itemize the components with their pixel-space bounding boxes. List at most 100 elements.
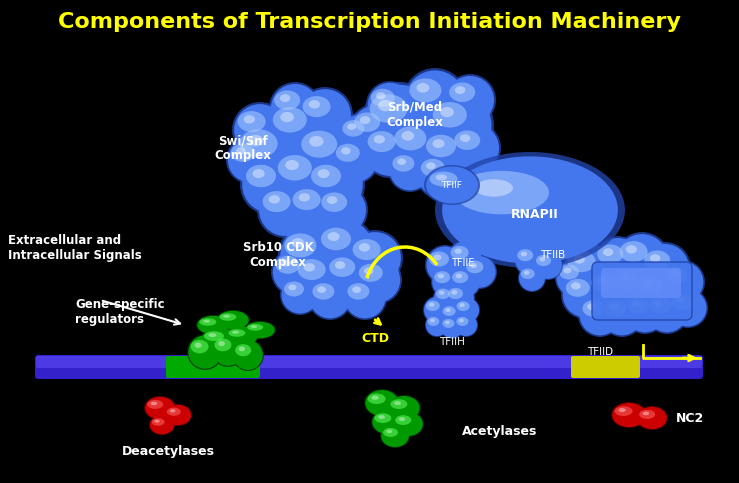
Ellipse shape	[524, 270, 529, 275]
Ellipse shape	[154, 420, 160, 423]
Ellipse shape	[362, 82, 438, 158]
Ellipse shape	[212, 334, 244, 366]
Ellipse shape	[144, 396, 176, 420]
Ellipse shape	[321, 192, 347, 212]
Ellipse shape	[454, 313, 478, 337]
Ellipse shape	[425, 313, 449, 337]
Ellipse shape	[271, 248, 319, 296]
Ellipse shape	[534, 251, 562, 279]
Ellipse shape	[434, 285, 460, 311]
Text: CTD: CTD	[361, 331, 389, 344]
Ellipse shape	[566, 279, 590, 297]
Ellipse shape	[364, 124, 416, 176]
Ellipse shape	[611, 402, 647, 428]
Ellipse shape	[455, 314, 477, 336]
Ellipse shape	[619, 241, 647, 262]
Ellipse shape	[226, 327, 258, 345]
Ellipse shape	[308, 276, 352, 320]
Ellipse shape	[443, 319, 454, 328]
Ellipse shape	[619, 408, 626, 412]
Ellipse shape	[533, 250, 563, 280]
Ellipse shape	[514, 244, 546, 276]
Ellipse shape	[426, 91, 494, 159]
Ellipse shape	[563, 268, 571, 273]
Ellipse shape	[424, 297, 450, 323]
Text: Srb/Med
Complex: Srb/Med Complex	[386, 101, 443, 129]
Ellipse shape	[452, 290, 457, 295]
Ellipse shape	[445, 283, 475, 313]
Ellipse shape	[423, 296, 451, 324]
Ellipse shape	[343, 276, 387, 320]
Ellipse shape	[305, 155, 365, 215]
Ellipse shape	[638, 276, 663, 294]
Ellipse shape	[321, 228, 351, 250]
Ellipse shape	[191, 340, 208, 354]
Ellipse shape	[200, 327, 240, 353]
Ellipse shape	[273, 146, 336, 210]
FancyBboxPatch shape	[601, 268, 681, 298]
Ellipse shape	[395, 415, 411, 425]
Ellipse shape	[299, 89, 351, 141]
Ellipse shape	[445, 321, 450, 324]
Ellipse shape	[563, 273, 607, 317]
Ellipse shape	[342, 120, 364, 137]
Text: TFIIH: TFIIH	[439, 337, 465, 347]
Ellipse shape	[378, 415, 385, 419]
Ellipse shape	[448, 288, 463, 299]
Ellipse shape	[433, 102, 467, 128]
Ellipse shape	[292, 250, 348, 306]
Ellipse shape	[245, 322, 275, 338]
FancyBboxPatch shape	[166, 356, 260, 378]
Ellipse shape	[327, 196, 337, 204]
Ellipse shape	[429, 171, 457, 186]
Ellipse shape	[211, 333, 245, 367]
Ellipse shape	[521, 252, 527, 256]
Ellipse shape	[429, 252, 449, 267]
Ellipse shape	[388, 148, 432, 192]
Ellipse shape	[273, 250, 317, 294]
Ellipse shape	[521, 269, 535, 279]
Ellipse shape	[627, 297, 650, 313]
Ellipse shape	[573, 255, 585, 264]
Ellipse shape	[433, 284, 461, 312]
Ellipse shape	[463, 255, 497, 289]
Ellipse shape	[370, 94, 408, 123]
Ellipse shape	[232, 117, 308, 193]
Ellipse shape	[389, 150, 430, 190]
Ellipse shape	[426, 162, 436, 170]
Ellipse shape	[435, 152, 625, 268]
Ellipse shape	[239, 346, 245, 351]
Ellipse shape	[437, 273, 444, 278]
Text: NC2: NC2	[676, 412, 704, 425]
Ellipse shape	[359, 264, 383, 282]
Ellipse shape	[365, 85, 435, 155]
Ellipse shape	[427, 317, 440, 326]
Ellipse shape	[274, 90, 300, 110]
Ellipse shape	[665, 267, 687, 284]
Ellipse shape	[234, 340, 263, 370]
Ellipse shape	[149, 415, 175, 435]
Ellipse shape	[151, 418, 165, 426]
Ellipse shape	[284, 282, 304, 297]
Ellipse shape	[355, 258, 401, 302]
Ellipse shape	[387, 395, 421, 421]
Ellipse shape	[239, 129, 278, 158]
Ellipse shape	[266, 96, 334, 164]
Ellipse shape	[167, 408, 181, 416]
Ellipse shape	[672, 295, 692, 310]
Ellipse shape	[539, 257, 545, 262]
Ellipse shape	[344, 278, 385, 318]
Ellipse shape	[470, 263, 477, 268]
Ellipse shape	[460, 303, 465, 307]
Ellipse shape	[588, 268, 632, 312]
Ellipse shape	[443, 306, 456, 316]
Ellipse shape	[441, 316, 463, 338]
Ellipse shape	[329, 257, 355, 277]
Ellipse shape	[298, 259, 326, 280]
Ellipse shape	[358, 243, 370, 252]
Ellipse shape	[285, 233, 316, 257]
Ellipse shape	[440, 302, 466, 328]
Ellipse shape	[447, 240, 483, 276]
Ellipse shape	[457, 317, 469, 326]
Text: TFIIE: TFIIE	[452, 258, 474, 268]
